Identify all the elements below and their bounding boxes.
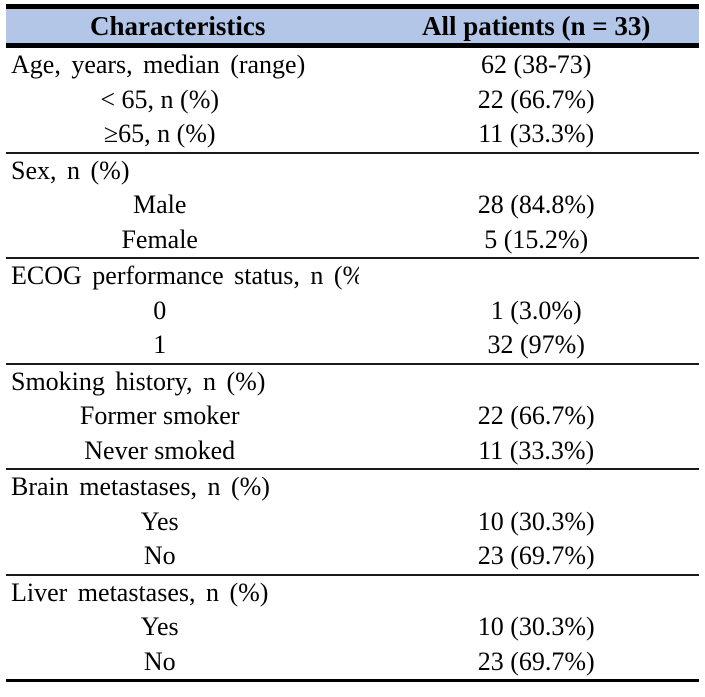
row-sub-label: Yes [140,612,179,641]
table-row: Age, years, median (range) 62 (38-73) [6,46,699,83]
table-row: Smoking history, n (%) [6,364,699,400]
table-row: ≥65, n (%) 11 (33.3%) [6,117,699,153]
header-characteristics: Characteristics [89,11,266,41]
table-row: Brain metastases, n (%) [6,469,699,505]
row-value: 23 (69.7%) [477,646,595,676]
row-category-label: Age, years, median (range) [11,50,306,79]
table-row: Male 28 (84.8%) [6,188,699,223]
row-value: 10 (30.3%) [477,612,595,641]
row-value: 1 (3.0%) [490,295,582,325]
table-row: Never smoked 11 (33.3%) [6,434,699,470]
row-sub-label: ≥65, n (%) [103,119,216,148]
table-section: Sex, n (%) Male 28 (84.8%) Female 5 (15.2%) [6,152,699,259]
row-category-label: Sex, n (%) [11,155,130,185]
table-row: 0 1 (3.0%) [6,294,699,329]
row-value: 22 (66.7%) [477,401,595,430]
row-value [359,575,699,611]
table-section: Age, years, median (range) 62 (38-73) < 65… [6,46,699,153]
row-sub-label: Male [133,190,187,219]
row-sub-label: 1 [153,330,167,359]
page: Characteristics All patients (n = 33) Ag… [6,4,699,682]
table-header-row: Characteristics All patients (n = 33) [6,6,699,46]
row-sub-label: No [143,541,176,570]
row-sub-label: 0 [153,295,167,325]
row-value [359,258,699,294]
row-value: 22 (66.7%) [477,84,595,114]
row-sub-label: No [143,646,176,676]
table-row: Sex, n (%) [6,153,699,189]
row-sub-label: < 65, n (%) [100,84,220,114]
row-value: 23 (69.7%) [477,541,595,570]
patient-characteristics-table: Characteristics All patients (n = 33) Ag… [6,4,699,682]
table-row: No 23 (69.7%) [6,645,699,681]
row-value: 32 (97%) [487,330,585,359]
table-row: < 65, n (%) 22 (66.7%) [6,83,699,118]
row-value: 5 (15.2%) [484,224,589,254]
row-category-label: ECOG performance status, n (%) [11,261,360,290]
row-sub-label: Yes [140,506,179,536]
row-category-label: Smoking history, n (%) [11,366,266,396]
table-row: No 23 (69.7%) [6,539,699,575]
table-row: Liver metastases, n (%) [6,575,699,611]
table-header: Characteristics All patients (n = 33) [6,6,699,46]
row-sub-label: Female [121,224,198,254]
table-row: Female 5 (15.2%) [6,223,699,259]
table-row: Former smoker 22 (66.7%) [6,399,699,434]
row-sub-label: Never smoked [84,435,236,465]
table-section: Brain metastases, n (%) Yes 10 (30.3%) No 23… [6,469,699,575]
row-value: 28 (84.8%) [477,190,595,219]
row-value [359,153,699,189]
row-value [359,469,699,505]
row-value: 11 (33.3%) [478,435,595,465]
table-section: Liver metastases, n (%) Yes 10 (30.3%) No 23… [6,574,699,681]
row-category-label: Brain metastases, n (%) [11,472,270,501]
row-value: 11 (33.3%) [478,119,595,148]
row-value: 62 (38-73) [480,50,592,79]
table-row: Yes 10 (30.3%) [6,610,699,645]
row-sub-label: Former smoker [79,401,240,430]
row-category-label: Liver metastases, n (%) [11,577,269,607]
table-row: ECOG performance status, n (%) [6,258,699,294]
table-section: Smoking history, n (%) Former smoker 22 (6… [6,363,699,470]
table-section: ECOG performance status, n (%) 0 1 (3.0%) 1… [6,258,699,364]
table-row: 1 32 (97%) [6,328,699,364]
row-value [359,364,699,400]
header-all-patients: All patients (n = 33) [422,11,651,41]
table-row: Yes 10 (30.3%) [6,505,699,540]
row-value: 10 (30.3%) [477,506,595,536]
